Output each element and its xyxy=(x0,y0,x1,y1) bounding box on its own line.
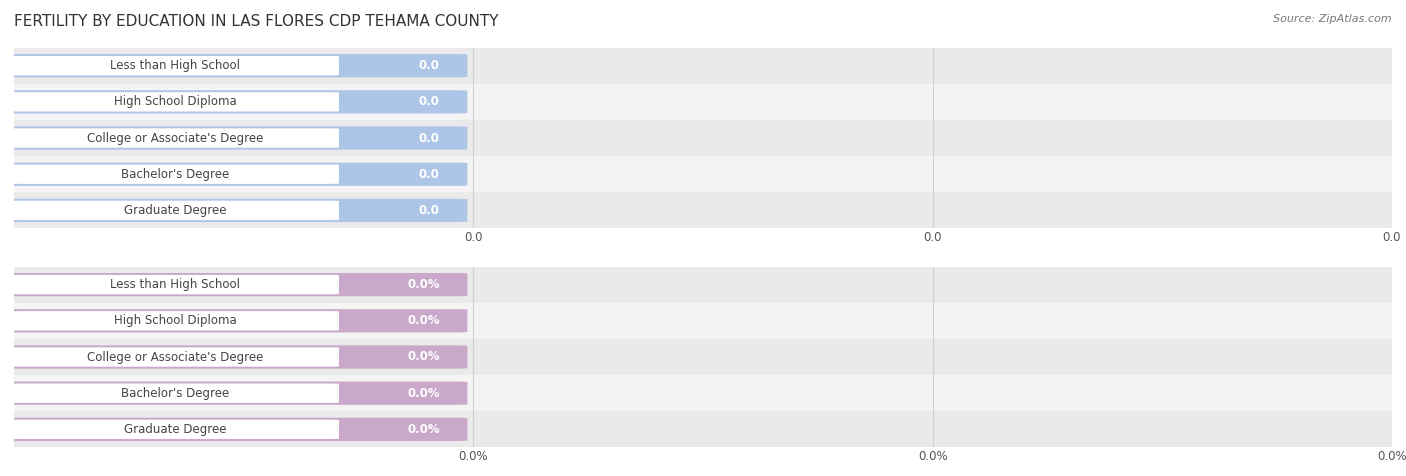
Text: 0.0%: 0.0% xyxy=(408,350,440,364)
Bar xyxy=(14,48,1392,84)
Text: Bachelor's Degree: Bachelor's Degree xyxy=(121,168,229,181)
Text: Less than High School: Less than High School xyxy=(110,278,240,291)
FancyBboxPatch shape xyxy=(0,127,467,149)
Text: Bachelor's Degree: Bachelor's Degree xyxy=(121,387,229,400)
FancyBboxPatch shape xyxy=(0,346,467,368)
Text: 0.0%: 0.0% xyxy=(408,423,440,436)
FancyBboxPatch shape xyxy=(11,384,339,403)
Bar xyxy=(14,192,1392,228)
Text: Graduate Degree: Graduate Degree xyxy=(124,423,226,436)
Text: College or Associate's Degree: College or Associate's Degree xyxy=(87,350,263,364)
Text: 0.0%: 0.0% xyxy=(408,278,440,291)
FancyBboxPatch shape xyxy=(11,92,339,111)
Bar xyxy=(14,339,1392,375)
FancyBboxPatch shape xyxy=(0,199,467,222)
Bar xyxy=(14,411,1392,447)
FancyBboxPatch shape xyxy=(11,56,339,75)
Bar xyxy=(14,84,1392,120)
Bar xyxy=(14,267,1392,303)
Text: 0.0: 0.0 xyxy=(419,131,440,145)
Text: 0.0: 0.0 xyxy=(419,204,440,217)
Text: Source: ZipAtlas.com: Source: ZipAtlas.com xyxy=(1274,14,1392,24)
FancyBboxPatch shape xyxy=(11,129,339,148)
FancyBboxPatch shape xyxy=(11,420,339,439)
FancyBboxPatch shape xyxy=(0,418,467,441)
FancyBboxPatch shape xyxy=(0,273,467,296)
Text: 0.0%: 0.0% xyxy=(408,387,440,400)
FancyBboxPatch shape xyxy=(0,90,467,113)
FancyBboxPatch shape xyxy=(11,347,339,367)
Text: FERTILITY BY EDUCATION IN LAS FLORES CDP TEHAMA COUNTY: FERTILITY BY EDUCATION IN LAS FLORES CDP… xyxy=(14,14,499,30)
FancyBboxPatch shape xyxy=(11,275,339,294)
Text: High School Diploma: High School Diploma xyxy=(114,314,236,327)
Bar xyxy=(14,120,1392,156)
Bar xyxy=(14,156,1392,192)
Text: Less than High School: Less than High School xyxy=(110,59,240,72)
Text: College or Associate's Degree: College or Associate's Degree xyxy=(87,131,263,145)
Text: Graduate Degree: Graduate Degree xyxy=(124,204,226,217)
FancyBboxPatch shape xyxy=(11,165,339,184)
Text: 0.0: 0.0 xyxy=(419,95,440,109)
Bar xyxy=(14,375,1392,411)
Text: 0.0: 0.0 xyxy=(419,59,440,72)
Text: 0.0: 0.0 xyxy=(419,168,440,181)
FancyBboxPatch shape xyxy=(0,309,467,332)
FancyBboxPatch shape xyxy=(0,163,467,186)
FancyBboxPatch shape xyxy=(11,201,339,220)
Text: 0.0%: 0.0% xyxy=(408,314,440,327)
FancyBboxPatch shape xyxy=(11,311,339,330)
FancyBboxPatch shape xyxy=(0,54,467,77)
Text: High School Diploma: High School Diploma xyxy=(114,95,236,109)
Bar xyxy=(14,303,1392,339)
FancyBboxPatch shape xyxy=(0,382,467,405)
